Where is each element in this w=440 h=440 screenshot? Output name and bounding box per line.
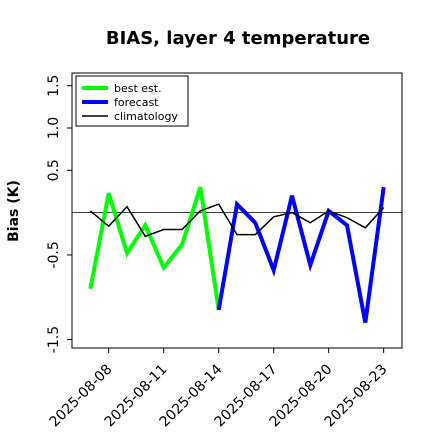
y-axis-label: Bias (K): [6, 180, 22, 242]
legend-entry: climatology: [114, 110, 178, 123]
chart-title: BIAS, layer 4 temperature: [106, 28, 370, 49]
y-tick-label: 1.5: [46, 75, 62, 97]
series-line-best-est: [88, 186, 221, 311]
y-tick-label: -0.5: [46, 241, 62, 268]
legend-entry: forecast: [114, 96, 159, 109]
y-tick-label: -1.5: [46, 326, 62, 353]
series-line-forecast: [216, 186, 386, 323]
y-tick-label: 0.5: [46, 159, 62, 181]
series-line-climatology: [89, 203, 385, 238]
y-tick-label: 1.0: [46, 117, 62, 139]
legend-entry: best est.: [114, 82, 162, 95]
plot-frame: [71, 72, 403, 349]
